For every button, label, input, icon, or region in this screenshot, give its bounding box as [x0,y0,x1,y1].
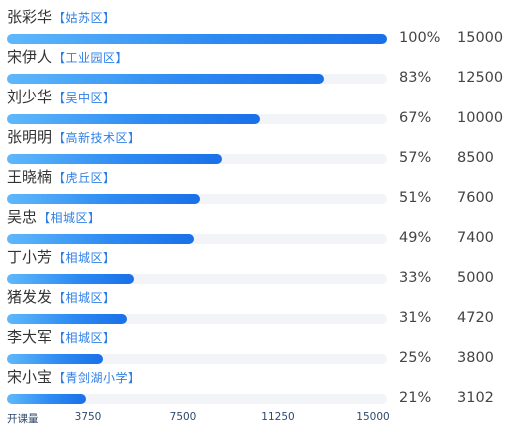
person-name-label: 宋小宝【青剑湖小学】 [7,368,141,387]
bar-row: 刘少华【吴中区】 67% 10000 [0,88,511,128]
bar-row: 丁小芳【相城区】 33% 5000 [0,248,511,288]
bar-track [7,274,387,284]
x-axis-title: 开课量 [7,413,39,425]
person-name: 丁小芳 [7,248,53,266]
region-tag: 【姑苏区】 [53,11,116,25]
value-label: 5000 [457,270,494,286]
person-name-label: 张彩华【姑苏区】 [7,8,116,27]
region-tag: 【虎丘区】 [53,171,116,185]
x-tick-label: 11250 [261,411,295,423]
person-name: 李大军 [7,328,53,346]
region-tag: 【相城区】 [53,251,116,265]
region-tag: 【高新技术区】 [53,131,141,145]
bar-row: 猪发发【相城区】 31% 4720 [0,288,511,328]
region-tag: 【吴中区】 [53,91,116,105]
bar-fill [7,74,324,84]
bar-row: 宋伊人【工业园区】 83% 12500 [0,48,511,88]
bar-fill [7,394,86,404]
bar-fill [7,314,127,324]
percent-label: 25% [399,350,432,366]
person-name-label: 宋伊人【工业园区】 [7,48,128,67]
bar-row: 吴忠【相城区】 49% 7400 [0,208,511,248]
bar-track [7,74,387,84]
bar-row: 张明明【高新技术区】 57% 8500 [0,128,511,168]
percent-label: 57% [399,150,432,166]
person-name-label: 张明明【高新技术区】 [7,128,141,147]
bar-track [7,394,387,404]
person-name-label: 李大军【相城区】 [7,328,116,347]
person-name: 张彩华 [7,8,53,26]
bar-track [7,154,387,164]
percent-label: 100% [399,30,441,46]
value-label: 12500 [457,70,504,86]
person-name-label: 刘少华【吴中区】 [7,88,116,107]
bar-fill [7,114,261,124]
bar-row: 李大军【相城区】 25% 3800 [0,328,511,368]
value-label: 15000 [457,30,504,46]
bar-row: 王晓楠【虎丘区】 51% 7600 [0,168,511,208]
bar-fill [7,354,104,364]
bar-track [7,234,387,244]
x-tick-label: 3750 [74,411,102,423]
bar-row: 宋小宝【青剑湖小学】 21% 3102 [0,368,511,408]
person-name: 刘少华 [7,88,53,106]
person-name-label: 丁小芳【相城区】 [7,248,116,267]
percent-label: 21% [399,390,432,406]
bar-track [7,314,387,324]
percent-label: 83% [399,70,432,86]
percent-label: 49% [399,230,432,246]
person-name-label: 吴忠【相城区】 [7,208,101,227]
person-name: 宋伊人 [7,48,53,66]
bar-fill [7,194,200,204]
bar-track [7,34,387,44]
percent-label: 31% [399,310,432,326]
percent-label: 51% [399,190,432,206]
bar-fill [7,234,195,244]
value-label: 3800 [457,350,494,366]
bar-track [7,354,387,364]
region-tag: 【相城区】 [53,291,116,305]
person-name: 张明明 [7,128,53,146]
region-tag: 【工业园区】 [53,51,129,65]
bar-fill [7,34,387,44]
x-tick-label: 7500 [169,411,197,423]
person-name: 猪发发 [7,288,53,306]
region-tag: 【相城区】 [38,211,101,225]
value-label: 7400 [457,230,494,246]
person-name: 吴忠 [7,208,38,226]
bar-fill [7,274,134,284]
value-label: 7600 [457,190,494,206]
bar-fill [7,154,223,164]
percent-label: 67% [399,110,432,126]
bar-row: 张彩华【姑苏区】 100% 15000 [0,8,511,48]
percent-label: 33% [399,270,432,286]
value-label: 10000 [457,110,504,126]
person-name: 宋小宝 [7,368,53,386]
bar-track [7,114,387,124]
bar-track [7,194,387,204]
x-tick-label: 15000 [356,411,390,423]
value-label: 4720 [457,310,494,326]
person-name-label: 猪发发【相城区】 [7,288,116,307]
region-tag: 【青剑湖小学】 [53,371,141,385]
person-name-label: 王晓楠【虎丘区】 [7,168,116,187]
person-name: 王晓楠 [7,168,53,186]
region-tag: 【相城区】 [53,331,116,345]
value-label: 3102 [457,390,494,406]
value-label: 8500 [457,150,494,166]
